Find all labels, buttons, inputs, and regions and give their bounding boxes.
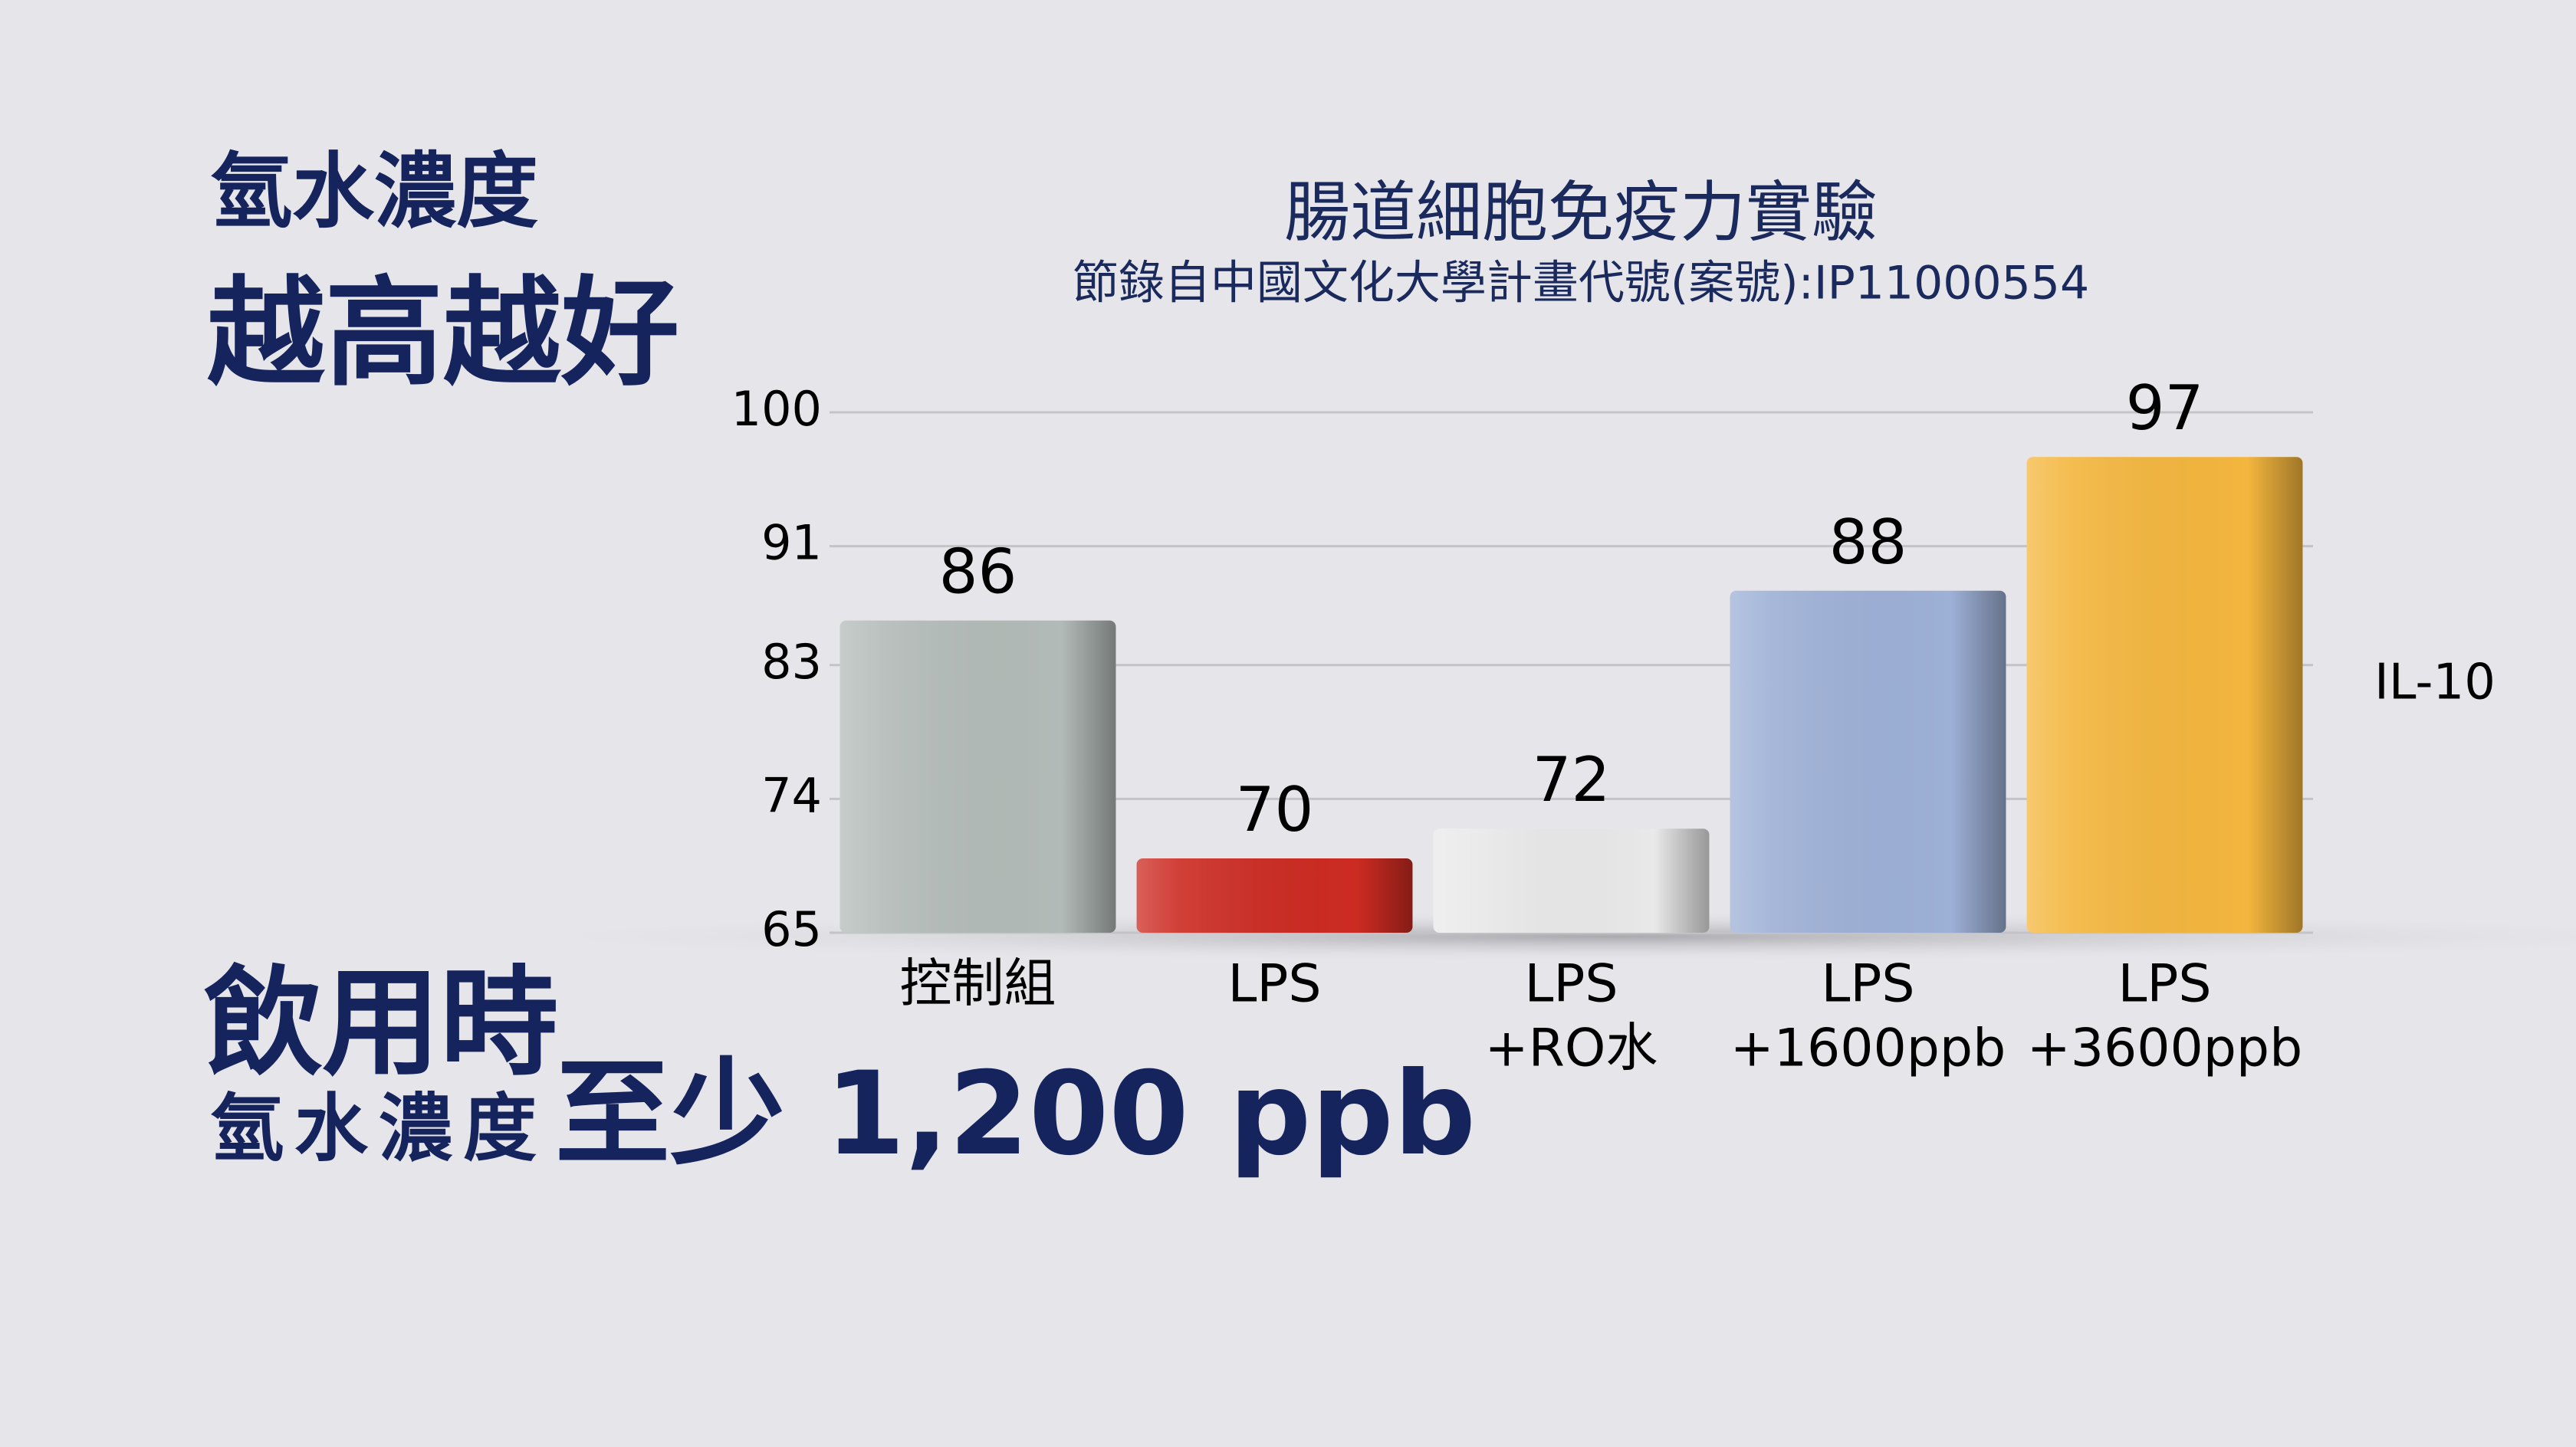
x-tick-label: LPS (1821, 954, 1914, 1015)
y-tick-label: 74 (761, 767, 822, 823)
y-tick-label: 65 (761, 901, 822, 957)
y-tick-label: 91 (761, 515, 822, 571)
note-lead: 飲用時 (204, 955, 558, 1092)
tagline: 越高越好 (207, 265, 679, 402)
chart-title: 腸道細胞免疫力實驗 (1284, 174, 1878, 251)
y-tick-label: 100 (731, 381, 822, 437)
x-tick-label: +1600ppb (1730, 1019, 2006, 1079)
data-label: 72 (1533, 744, 1611, 815)
heading: 氫水濃度 (210, 144, 538, 239)
x-tick-label: LPS (1524, 954, 1618, 1015)
chart-subtitle: 節錄自中國文化大學計畫代號(案號):IP11000554 (1073, 257, 2089, 310)
data-label: 97 (2126, 372, 2204, 444)
bar-shade (1433, 828, 1710, 933)
y-tick-label: 83 (761, 634, 822, 690)
legend-label: IL-10 (2374, 655, 2496, 711)
bar-shade (1730, 590, 2006, 933)
bar-shade (840, 620, 1116, 933)
bar-shade (1136, 858, 1413, 933)
x-tick-label: +3600ppb (2027, 1019, 2303, 1079)
x-tick-label: 控制組 (899, 954, 1056, 1015)
data-label: 86 (939, 536, 1017, 608)
note-value: 至少 1,200 ppb (555, 1048, 1476, 1181)
data-label: 70 (1236, 774, 1314, 845)
x-tick-label: +RO水 (1485, 1019, 1658, 1079)
x-tick-label: LPS (2118, 954, 2211, 1015)
note-label: 氫水濃度 (210, 1085, 547, 1171)
x-tick-label: LPS (1227, 954, 1321, 1015)
bar-shade (2026, 457, 2303, 933)
data-label: 88 (1829, 507, 1907, 578)
